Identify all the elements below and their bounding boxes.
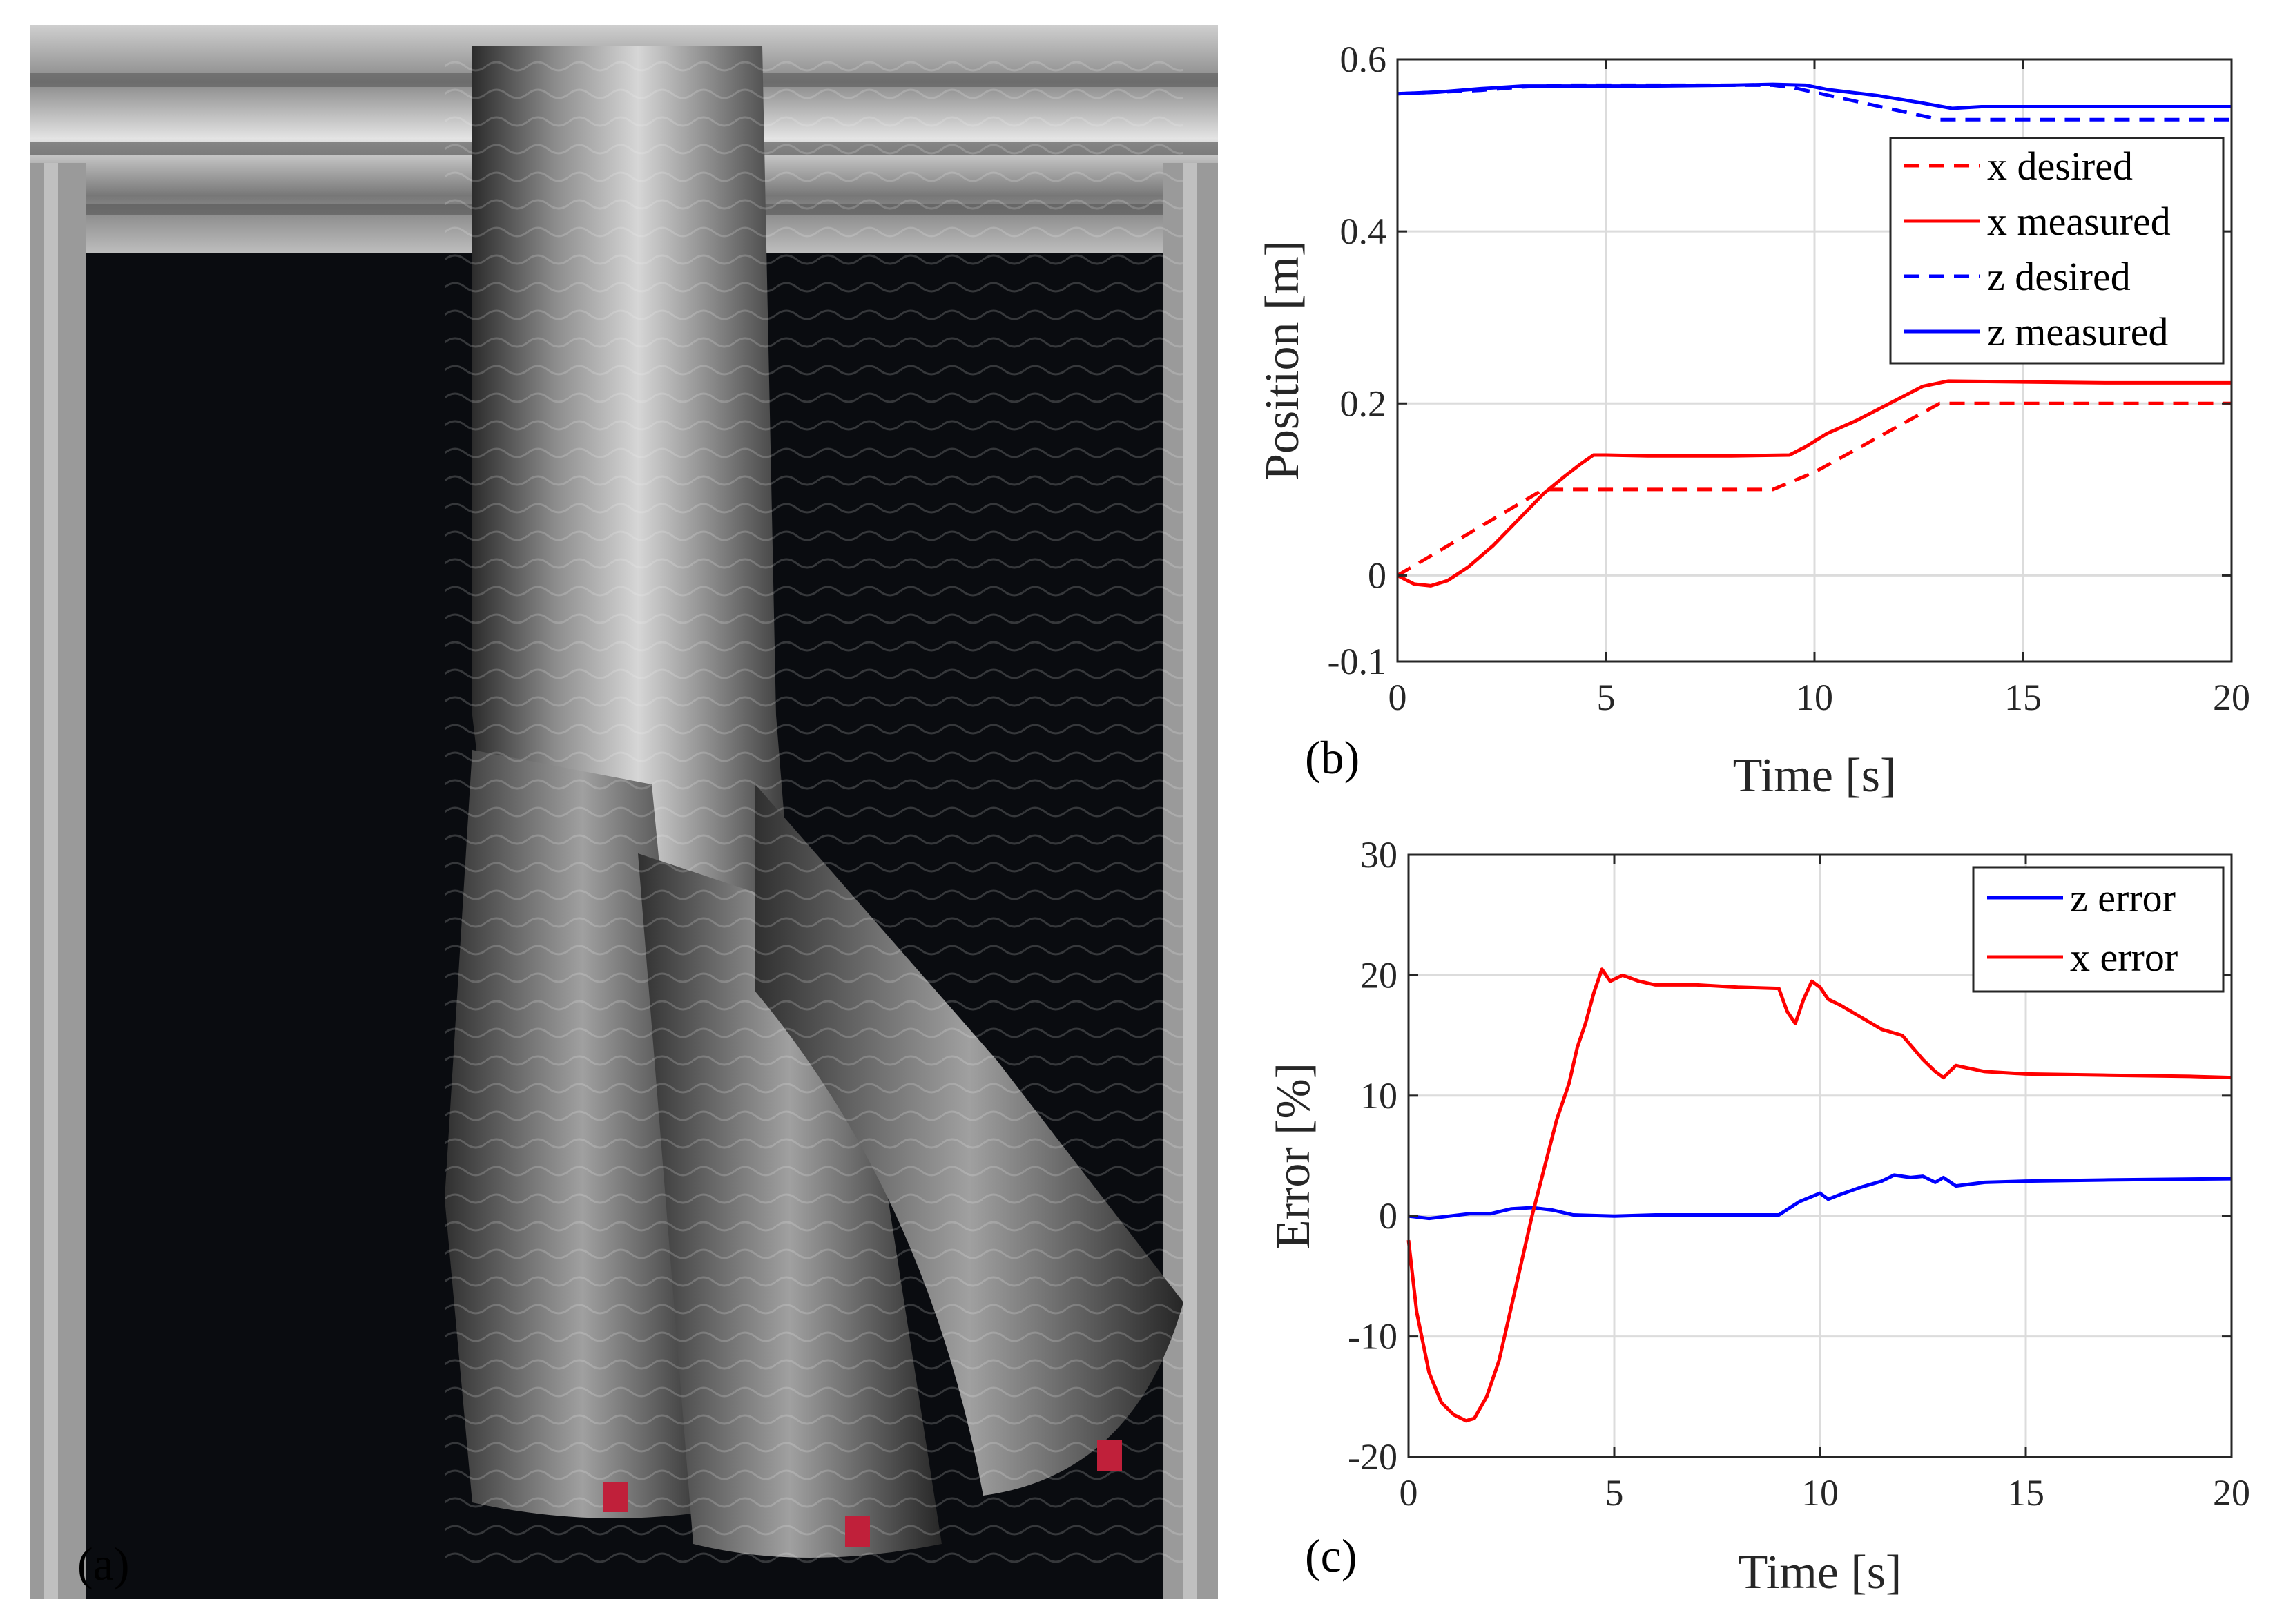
b-series-x-desired: [1396, 401, 2232, 577]
c-legend-label: z error: [2070, 876, 2176, 920]
tube-robot-photo: [30, 25, 1218, 1599]
b-legend-label: x desired: [1987, 144, 2133, 188]
c-xtick-label: 5: [1605, 1472, 1624, 1514]
b-tick-labels: 0 5 10 15 200.60.40.20-0.1: [1328, 39, 2250, 718]
panel-label-c: (c): [1305, 1529, 1357, 1582]
b-series-x-measured: [1396, 379, 2232, 588]
c-ytick-label: -10: [1348, 1316, 1397, 1357]
chart-b: 0 5 10 15 200.60.40.20-0.1 Time [s] Position…: [1256, 39, 2250, 802]
c-legend-box: [1972, 866, 2225, 993]
c-ytick-label: 0: [1379, 1195, 1397, 1237]
b-ytick-label: -0.1: [1328, 641, 1386, 682]
c-series-x-error: [1406, 967, 2232, 1423]
c-legend: z error x error: [1972, 866, 2225, 993]
panel-label-b: (b): [1305, 731, 1359, 784]
c-xtick-label: 15: [2007, 1472, 2044, 1514]
chart-c: 0 5 10 15 20 30 20 10 0 -10 -20 Time [s] Error [%]…: [1267, 834, 2250, 1599]
c-xtick-label: 20: [2213, 1472, 2250, 1514]
b-xtick-label: 10: [1796, 677, 1833, 718]
c-ytick-label: 10: [1360, 1075, 1397, 1116]
b-ytick-label: 0: [1368, 554, 1386, 596]
c-grid: [1409, 855, 2232, 1457]
c-series-group: [1406, 967, 2232, 1423]
c-legend-label: x error: [2070, 935, 2178, 980]
c-ylabel: Error [%]: [1267, 1063, 1320, 1249]
c-ytick-label: 20: [1360, 954, 1397, 996]
b-legend-label: z desired: [1987, 254, 2131, 299]
c-series-z-error: [1408, 1173, 2232, 1221]
b-xtick-label: 15: [2004, 677, 2042, 718]
b-series-z-measured: [1397, 82, 2232, 110]
b-xtick-label: 20: [2213, 677, 2250, 718]
panel-label-a: (a): [77, 1538, 129, 1590]
c-xtick-label: 10: [1801, 1472, 1839, 1514]
b-legend-label: z measured: [1987, 309, 2168, 354]
c-ytick-label: -20: [1348, 1436, 1397, 1478]
b-ytick-label: 0.6: [1340, 39, 1387, 80]
b-ytick-label: 0.4: [1340, 211, 1387, 252]
c-xlabel: Time [s]: [1739, 1546, 1902, 1599]
b-series-group: [1396, 82, 2232, 588]
b-xtick-label: 5: [1597, 677, 1616, 718]
c-ticks: [1407, 853, 2233, 1458]
b-ytick-label: 0.2: [1340, 383, 1387, 424]
c-ytick-label: 30: [1360, 834, 1397, 876]
photo-panel: [30, 25, 1218, 1599]
b-xlabel: Time [s]: [1733, 749, 1897, 802]
b-xtick-label: 0: [1388, 677, 1407, 718]
b-legend: x desired x measured z desired z measured: [1889, 137, 2225, 365]
c-tick-labels: 0 5 10 15 20 30 20 10 0 -10 -20: [1348, 834, 2250, 1514]
b-legend-box: [1889, 137, 2225, 365]
b-legend-label: x measured: [1987, 199, 2171, 244]
b-ylabel: Position [m]: [1256, 240, 1309, 481]
c-xtick-label: 0: [1400, 1472, 1418, 1514]
